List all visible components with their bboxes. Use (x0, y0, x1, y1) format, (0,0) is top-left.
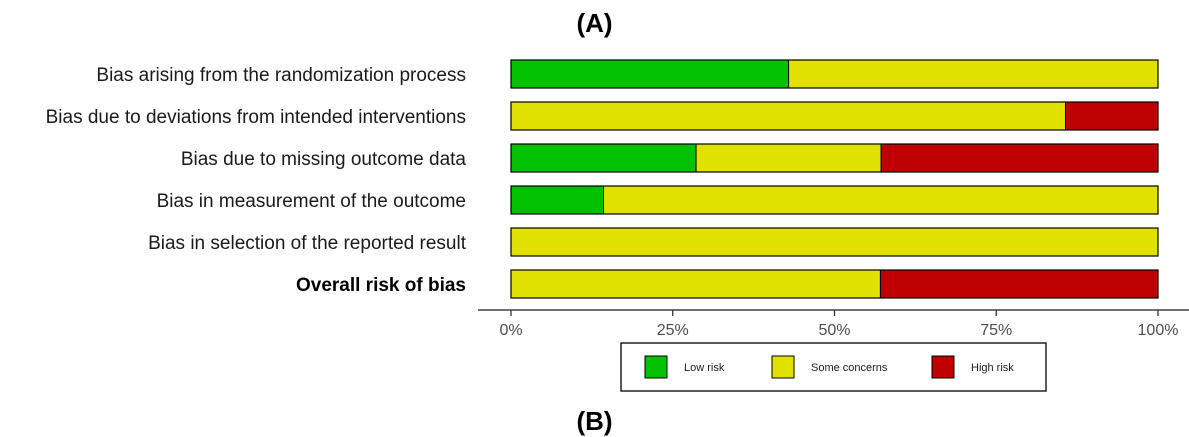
x-axis: 0% 25% 50% 75% 100% (478, 309, 1189, 339)
panel-label-b: (B) (576, 406, 613, 436)
category-label: Bias due to deviations from intended int… (46, 107, 466, 128)
category-label: Overall risk of bias (296, 275, 466, 296)
panel-label-a: (A) (576, 8, 613, 38)
bar-outline-row-3 (510, 143, 1159, 173)
category-labels: Bias arising from the randomization proc… (46, 65, 467, 296)
legend-swatch-some-concerns (771, 355, 795, 379)
bar-segment-some-concerns-row-1 (788, 59, 1159, 89)
bar-segment-some-concerns-row-4 (603, 185, 1159, 215)
x-tick-label: 75% (980, 322, 1012, 339)
legend-label-some-concerns: Some concerns (811, 362, 888, 374)
bar-segment-some-concerns-row-5 (510, 227, 1159, 257)
bar-segment-some-concerns-row-6 (510, 269, 881, 299)
category-label: Bias in selection of the reported result (148, 233, 467, 254)
legend-label-high-risk: High risk (971, 362, 1014, 374)
legend-label-low-risk: Low risk (684, 362, 725, 374)
category-label: Bias in measurement of the outcome (157, 191, 466, 212)
category-label: Bias due to missing outcome data (181, 149, 467, 170)
legend-swatch-high-risk (931, 355, 955, 379)
bar-segment-low-risk-row-1 (510, 59, 790, 89)
category-label: Bias arising from the randomization proc… (96, 65, 466, 86)
bar-segment-some-concerns-row-2 (510, 101, 1066, 131)
x-tick-label: 100% (1138, 322, 1179, 339)
bar-segment-some-concerns-row-3 (695, 143, 882, 173)
bar-outline-row-5 (510, 227, 1159, 257)
legend: Low risk Some concerns High risk (620, 342, 1047, 392)
bar-segment-high-risk-row-6 (879, 269, 1159, 299)
bar-segment-low-risk-row-4 (510, 185, 605, 215)
bar-segment-high-risk-row-2 (1064, 101, 1159, 131)
bar-segment-low-risk-row-3 (510, 143, 697, 173)
bar-outline-row-6 (510, 269, 1159, 299)
bars-layer (510, 59, 1159, 299)
x-tick-label: 0% (499, 322, 522, 339)
x-tick-label: 25% (657, 322, 689, 339)
bar-outline-row-1 (510, 59, 1159, 89)
legend-swatch-low-risk (644, 355, 668, 379)
legend-box (620, 342, 1047, 392)
bar-outline-row-2 (510, 101, 1159, 131)
x-tick-label: 50% (818, 322, 850, 339)
bar-segment-high-risk-row-3 (880, 143, 1159, 173)
bar-outline-row-4 (510, 185, 1159, 215)
